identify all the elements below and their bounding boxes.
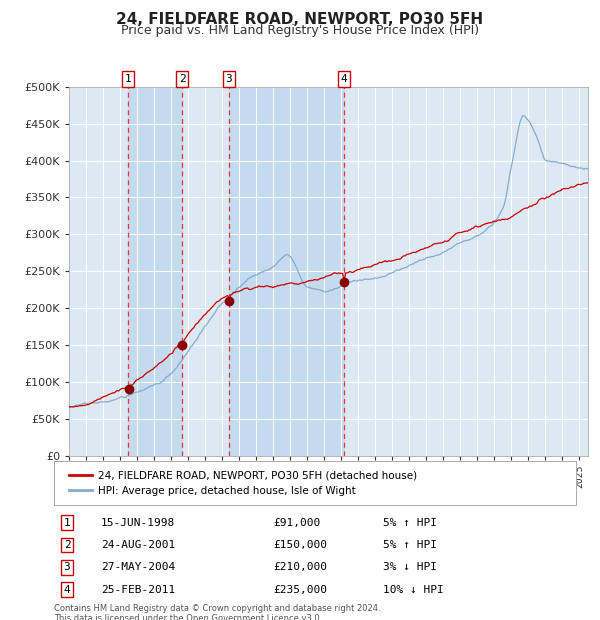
Text: 2: 2 bbox=[64, 540, 70, 550]
Text: 3: 3 bbox=[64, 562, 70, 572]
Legend: 24, FIELDFARE ROAD, NEWPORT, PO30 5FH (detached house), HPI: Average price, deta: 24, FIELDFARE ROAD, NEWPORT, PO30 5FH (d… bbox=[64, 466, 421, 500]
Text: Contains HM Land Registry data © Crown copyright and database right 2024.
This d: Contains HM Land Registry data © Crown c… bbox=[54, 604, 380, 620]
Text: 25-FEB-2011: 25-FEB-2011 bbox=[101, 585, 175, 595]
Text: 24-AUG-2001: 24-AUG-2001 bbox=[101, 540, 175, 550]
Text: £210,000: £210,000 bbox=[273, 562, 327, 572]
Text: 4: 4 bbox=[340, 74, 347, 84]
Text: 1: 1 bbox=[124, 74, 131, 84]
Text: 2: 2 bbox=[179, 74, 185, 84]
Text: 3: 3 bbox=[226, 74, 232, 84]
Text: 4: 4 bbox=[64, 585, 70, 595]
Bar bbox=[229, 87, 344, 456]
Text: 24, FIELDFARE ROAD, NEWPORT, PO30 5FH: 24, FIELDFARE ROAD, NEWPORT, PO30 5FH bbox=[116, 12, 484, 27]
Text: £235,000: £235,000 bbox=[273, 585, 327, 595]
Text: £91,000: £91,000 bbox=[273, 518, 320, 528]
Text: 5% ↑ HPI: 5% ↑ HPI bbox=[383, 540, 437, 550]
Text: 27-MAY-2004: 27-MAY-2004 bbox=[101, 562, 175, 572]
Text: 5% ↑ HPI: 5% ↑ HPI bbox=[383, 518, 437, 528]
Text: £150,000: £150,000 bbox=[273, 540, 327, 550]
Text: Price paid vs. HM Land Registry's House Price Index (HPI): Price paid vs. HM Land Registry's House … bbox=[121, 24, 479, 37]
Bar bbox=[128, 87, 182, 456]
Text: 10% ↓ HPI: 10% ↓ HPI bbox=[383, 585, 443, 595]
Text: 15-JUN-1998: 15-JUN-1998 bbox=[101, 518, 175, 528]
Text: 1: 1 bbox=[64, 518, 70, 528]
Text: 3% ↓ HPI: 3% ↓ HPI bbox=[383, 562, 437, 572]
